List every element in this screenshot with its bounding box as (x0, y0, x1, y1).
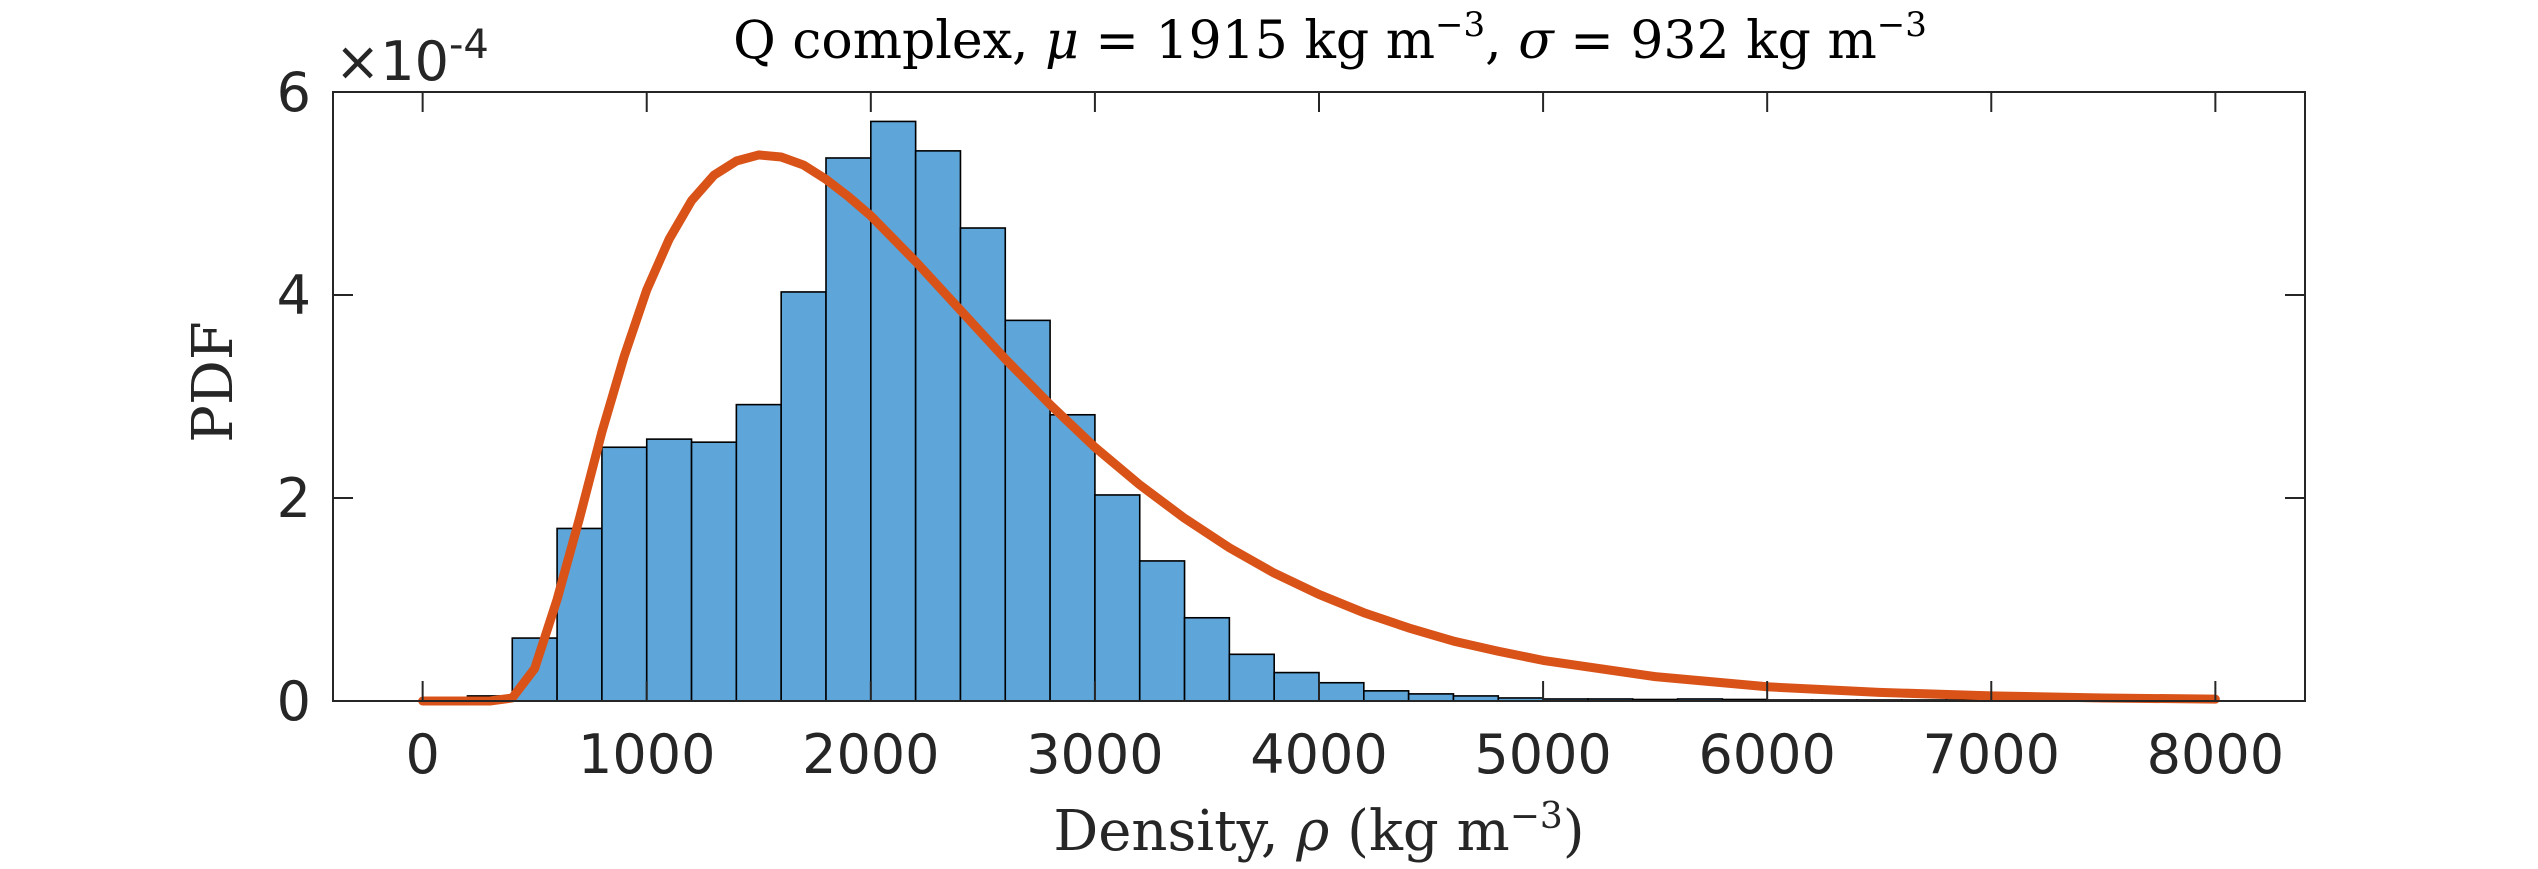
histogram-bar (1363, 690, 1410, 702)
histogram-bar (914, 150, 962, 702)
y-tick-label: 4 (277, 264, 311, 327)
x-tick-label: 8000 (2147, 723, 2284, 786)
x-label-exponent: −3 (1510, 796, 1563, 837)
x-tick-label: 0 (405, 723, 439, 786)
histogram-bar (1094, 494, 1141, 702)
histogram-bar (1049, 413, 1096, 702)
y-axis-label: PDF (181, 321, 246, 442)
title-mu-equation: = 1915 kg m (1079, 11, 1435, 71)
fit-curve-line (418, 150, 2220, 706)
histogram-bar (1183, 616, 1231, 702)
y-tick-label: 2 (277, 467, 311, 530)
title-mu-symbol: μ (1045, 11, 1079, 71)
chart-title: Q complex, μ = 1915 kg m−3, σ = 932 kg m… (733, 5, 1927, 71)
y-exponent-power: -4 (449, 22, 489, 68)
title-separator: , (1485, 11, 1518, 71)
histogram-bar (1138, 560, 1186, 702)
x-tick-label: 4000 (1250, 723, 1387, 786)
histogram-bar (959, 227, 1007, 702)
histogram-bars (421, 120, 2217, 702)
title-mu-exponent: −3 (1435, 5, 1485, 45)
x-tick-label: 7000 (1923, 723, 2060, 786)
histogram-bar (735, 403, 782, 702)
x-axis-label: Density, ρ (kg m−3) (1053, 796, 1584, 864)
x-tick-label: 5000 (1474, 723, 1611, 786)
y-tick-labels: 0 2 4 6 (277, 61, 311, 733)
histogram-bar (601, 446, 648, 702)
histogram-bar (1407, 693, 1455, 702)
histogram-bar (870, 120, 917, 702)
fit-curve-layer (418, 150, 2220, 706)
histogram-bar (1228, 653, 1275, 702)
x-tick-label: 2000 (802, 723, 939, 786)
histogram-bar (780, 291, 827, 702)
x-tick-label: 1000 (578, 723, 715, 786)
x-label-close: ) (1563, 799, 1585, 864)
histogram-bar (645, 438, 693, 702)
y-tick-label: 0 (277, 670, 311, 733)
axes (332, 91, 2306, 702)
x-label-unit: (kg m (1329, 799, 1509, 864)
y-axis-exponent: ×10-4 (335, 22, 489, 93)
title-sigma-equation: = 932 kg m (1554, 11, 1877, 71)
y-tick-label: 6 (277, 61, 311, 124)
histogram-bar (690, 441, 738, 702)
histogram-bar (1273, 671, 1320, 702)
title-sigma-symbol: σ (1518, 11, 1555, 71)
histogram-bar (556, 527, 603, 702)
x-label-prefix: Density, (1053, 799, 1296, 864)
x-tick-labels: 0 1000 2000 3000 4000 5000 6000 7000 8000 (405, 723, 2284, 786)
y-exponent-base: ×10 (335, 30, 449, 93)
title-prefix: Q complex, (733, 11, 1045, 71)
title-sigma-exponent: −3 (1877, 5, 1927, 45)
x-tick-label: 6000 (1698, 723, 1835, 786)
histogram-bar (825, 157, 872, 702)
x-tick-label: 3000 (1026, 723, 1163, 786)
x-label-symbol: ρ (1295, 799, 1329, 864)
histogram-bar (1318, 681, 1365, 702)
